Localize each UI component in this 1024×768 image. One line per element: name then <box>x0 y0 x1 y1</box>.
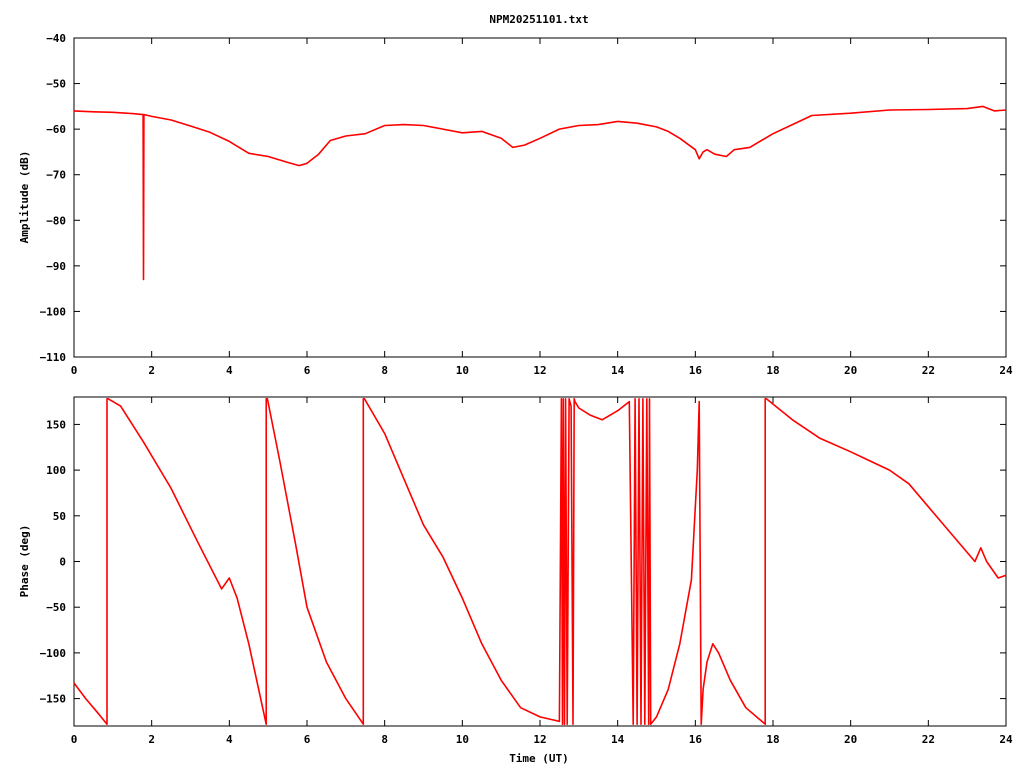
chart-title: NPM20251101.txt <box>489 13 588 26</box>
amplitude-x-tick-label: 10 <box>456 364 469 377</box>
amplitude-x-tick-label: 12 <box>533 364 546 377</box>
amplitude-x-tick-label: 2 <box>148 364 155 377</box>
phase-x-tick-label: 0 <box>71 733 78 746</box>
amplitude-x-tick-label: 22 <box>922 364 935 377</box>
phase-y-tick-label: −100 <box>40 647 67 660</box>
phase-x-tick-label: 14 <box>611 733 625 746</box>
time-x-axis-label: Time (UT) <box>509 752 569 765</box>
phase-x-tick-label: 4 <box>226 733 233 746</box>
amplitude-series <box>73 105 1007 281</box>
amplitude-x-tick-label: 14 <box>611 364 625 377</box>
phase-x-tick-label: 8 <box>381 733 388 746</box>
amplitude-series-line <box>73 105 1007 281</box>
phase-x-tick-label: 12 <box>533 733 546 746</box>
phase-y-tick-label: 100 <box>46 464 66 477</box>
amplitude-x-tick-label: 24 <box>999 364 1013 377</box>
phase-panel: Phase (deg) Time (UT) −150−100−500501001… <box>18 396 1013 765</box>
amplitude-x-tick-label: 6 <box>304 364 311 377</box>
amplitude-x-tick-label: 18 <box>766 364 779 377</box>
amplitude-y-tick-label: −110 <box>40 351 67 364</box>
amplitude-x-ticks: 0 2 4 6 8 10 12 14 16 18 20 22 24 <box>71 38 1013 377</box>
phase-y-tick-label: 150 <box>46 418 66 431</box>
phase-x-tick-label: 2 <box>148 733 155 746</box>
amplitude-panel: NPM20251101.txt Amplitude (dB) −110−100−… <box>18 13 1013 377</box>
amplitude-y-tick-label: −100 <box>40 305 67 318</box>
phase-x-tick-label: 18 <box>766 733 779 746</box>
phase-series <box>73 397 1007 726</box>
amplitude-y-tick-label: −70 <box>46 169 66 182</box>
amplitude-y-tick-label: −40 <box>46 32 66 45</box>
phase-y-tick-label: 0 <box>59 556 66 569</box>
phase-y-axis-label: Phase (deg) <box>18 525 31 598</box>
phase-y-tick-label: −150 <box>40 693 67 706</box>
phase-x-tick-label: 10 <box>456 733 469 746</box>
amplitude-y-ticks: −110 −100 −90 −80 −70 −60 −50 −40 <box>40 32 1006 364</box>
phase-x-tick-label: 20 <box>844 733 857 746</box>
phase-x-tick-label: 16 <box>689 733 703 746</box>
amplitude-y-tick-label: −90 <box>46 260 66 273</box>
amplitude-x-tick-label: 20 <box>844 364 857 377</box>
amplitude-x-tick-label: 8 <box>381 364 388 377</box>
phase-series-line <box>73 397 1007 726</box>
phase-x-tick-label: 24 <box>999 733 1013 746</box>
phase-x-tick-label: 6 <box>304 733 311 746</box>
phase-y-ticks: −150 −100 −50 0 50 100 150 <box>40 418 1006 706</box>
amplitude-x-tick-label: 4 <box>226 364 233 377</box>
amplitude-plot-frame <box>73 37 1007 358</box>
phase-plot-frame <box>73 396 1007 727</box>
amplitude-y-axis-label: Amplitude (dB) <box>18 151 31 244</box>
amplitude-y-tick-label: −60 <box>46 123 66 136</box>
phase-y-tick-label: −50 <box>46 601 66 614</box>
phase-x-ticks: 0 2 4 6 8 10 12 14 16 18 20 22 24 <box>71 397 1013 746</box>
phase-y-tick-label: 50 <box>53 510 66 523</box>
amplitude-x-tick-label: 16 <box>689 364 703 377</box>
amplitude-x-tick-label: 0 <box>71 364 78 377</box>
amplitude-y-tick-label: −80 <box>46 214 66 227</box>
amplitude-y-tick-label: −50 <box>46 78 66 91</box>
phase-x-tick-label: 22 <box>922 733 935 746</box>
